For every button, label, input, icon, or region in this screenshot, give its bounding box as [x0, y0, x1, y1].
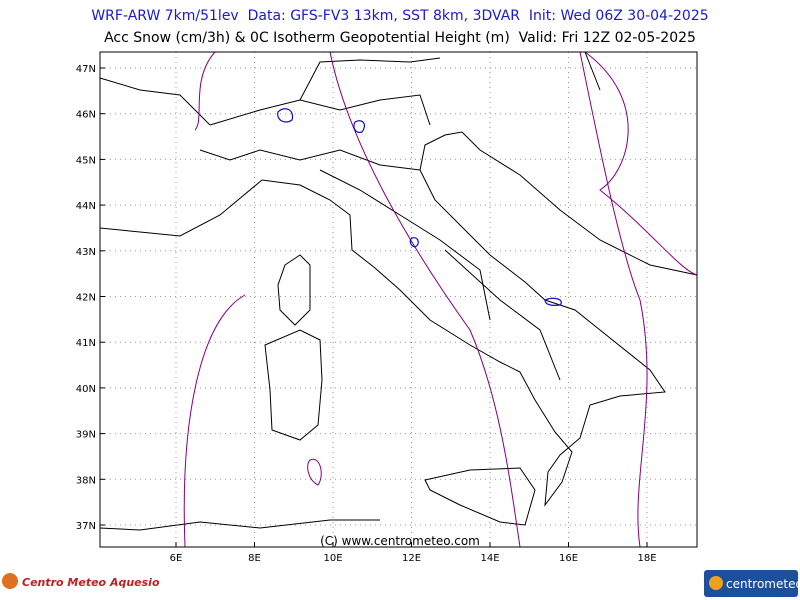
header-line1: WRF-ARW 7km/51lev Data: GFS-FV3 13km, SS… [91, 8, 708, 24]
right-logo: centrometeo [704, 570, 800, 597]
lat-label: 43N [76, 247, 96, 258]
lat-label: 47N [76, 64, 96, 75]
logo-text: Centro Meteo Aquesio [22, 576, 160, 589]
lat-label: 37N [76, 521, 96, 532]
logo-text: centrometeo [726, 577, 800, 591]
axis-labels: 47N 46N 45N 44N 43N 42N 41N 40N 39N 38N 37N 6E 8E 10E… [76, 64, 657, 564]
lon-label: 8E [248, 553, 261, 564]
lon-label: 14E [480, 553, 499, 564]
lon-label: 12E [402, 553, 421, 564]
lon-label: 10E [323, 553, 342, 564]
logo-icon [709, 576, 723, 590]
logo-box [704, 570, 798, 597]
lon-label: 16E [559, 553, 578, 564]
lat-label: 42N [76, 293, 96, 304]
lat-label: 46N [76, 110, 96, 121]
grid [100, 52, 697, 547]
map-frame [99, 51, 698, 548]
coastlines [99, 51, 698, 531]
copyright: (C) www.centrometeo.com [320, 534, 480, 548]
logo-icon [2, 573, 18, 589]
header-line2: Acc Snow (cm/3h) & 0C Isotherm Geopotent… [104, 30, 696, 46]
left-logo: Centro Meteo Aquesio [2, 573, 160, 589]
isotherms [183, 51, 698, 548]
lat-label: 41N [76, 338, 96, 349]
lon-label: 6E [170, 553, 183, 564]
lat-label: 45N [76, 155, 96, 166]
lat-label: 40N [76, 384, 96, 395]
lon-label: 18E [637, 553, 656, 564]
lat-label: 44N [76, 201, 96, 212]
lat-label: 39N [76, 430, 96, 441]
lat-label: 38N [76, 475, 96, 486]
snow-contours [277, 108, 562, 306]
